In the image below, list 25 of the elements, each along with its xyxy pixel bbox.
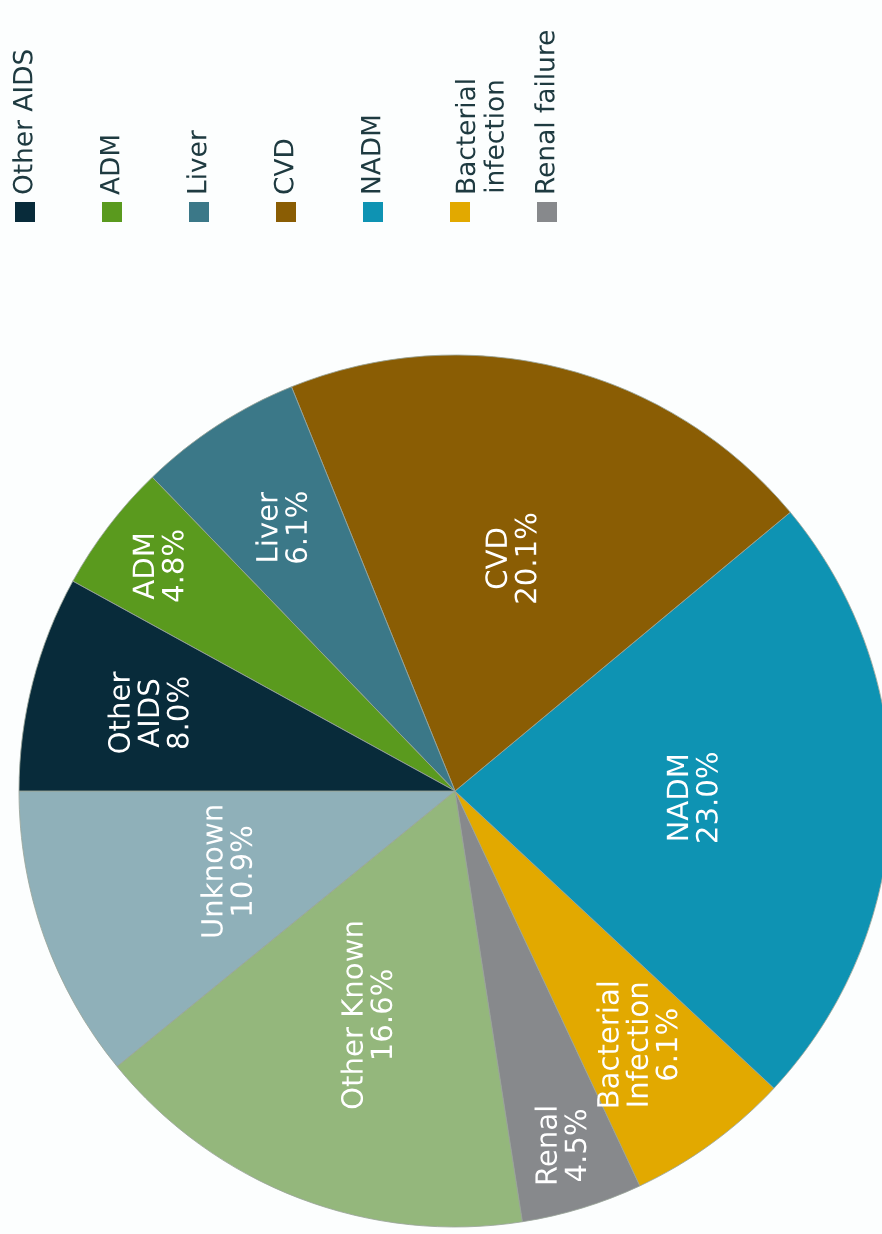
data-label: 10.9%	[230, 826, 253, 915]
slice-label: Liver	[255, 491, 278, 561]
slice-label: Bacterial Infection	[596, 982, 649, 1107]
slice-label: Renal	[534, 1107, 558, 1184]
slice-label: ADM	[132, 534, 154, 600]
data-label: 8.0%	[166, 677, 189, 749]
data-label: 6.1%	[655, 1009, 678, 1080]
slice-label: CVD	[485, 528, 508, 589]
text: ADM	[100, 136, 120, 195]
data-label: 4.5%	[564, 1109, 587, 1182]
data-label: 6.1%	[285, 492, 308, 563]
data-label: 23.0%	[695, 753, 718, 842]
slice-label: Other AIDS	[107, 671, 160, 753]
text: Renal failure	[534, 31, 555, 193]
slice-label: NADM	[666, 755, 689, 840]
text: Liver	[186, 130, 207, 193]
slice-label: Unknown	[200, 806, 223, 937]
data-label: 16.6%	[370, 970, 393, 1059]
data-label: 20.1%	[514, 513, 537, 603]
text: Other AIDS	[12, 50, 33, 194]
text: NADM	[361, 116, 381, 193]
text: CVD	[273, 139, 294, 194]
data-label: 4.8%	[161, 530, 184, 602]
text: Bacterial infection	[454, 80, 504, 193]
slice-label: Other Known	[340, 922, 364, 1109]
